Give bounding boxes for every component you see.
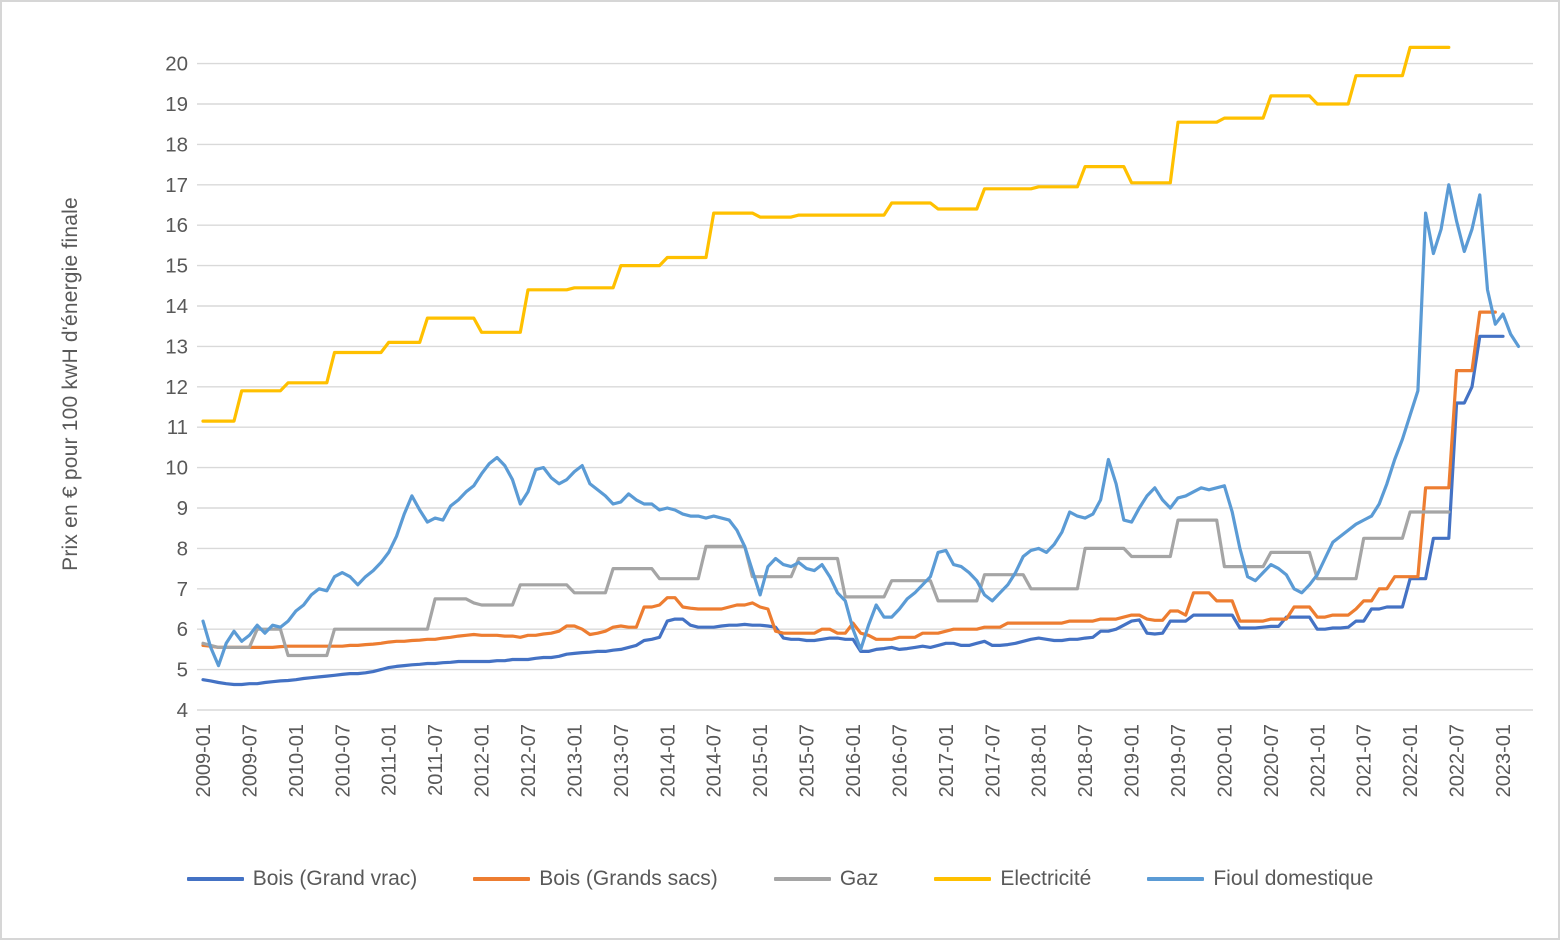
x-tick-label-2011-01: 2011-01 (379, 724, 401, 796)
x-tick-label-2015-07: 2015-07 (797, 724, 819, 797)
x-tick-label-2017-01: 2017-01 (936, 724, 958, 797)
gridlines (197, 62, 1533, 711)
series-line-fioul-domestique (201, 183, 1521, 668)
y-tick-label-11: 11 (167, 416, 188, 439)
legend-label-bois-grands-sacs: Bois (Grands sacs) (539, 867, 718, 890)
y-axis-tick-labels: 4 5 6 7 8 9 10 11 12 13 14 15 16 17 18 19 20 (165, 53, 188, 722)
legend-label-gaz: Gaz (839, 867, 879, 890)
y-tick-label-12: 12 (165, 376, 188, 399)
x-tick-label-2013-07: 2013-07 (611, 724, 633, 797)
x-tick-label-2019-07: 2019-07 (1168, 724, 1190, 797)
x-tick-label-2023-01: 2023-01 (1493, 724, 1515, 797)
y-tick-label-20: 20 (165, 53, 188, 76)
legend-item-bois-grand-vrac: Bois (Grand vrac) (186, 867, 418, 891)
y-tick-label-18: 18 (165, 133, 188, 156)
legend-marker-fioul-domestique (1147, 877, 1205, 881)
legend-marker-electricit (934, 877, 992, 881)
legend-label-electricit: Electricité (1000, 867, 1092, 890)
x-tick-label-2015-01: 2015-01 (750, 724, 772, 797)
x-tick-label-2020-01: 2020-01 (1214, 724, 1236, 797)
y-tick-label-10: 10 (165, 457, 188, 480)
series-line-gaz (201, 510, 1451, 658)
legend-item-fioul-domestique: Fioul domestique (1147, 867, 1373, 891)
series-line-bois-grands-sacs (201, 310, 1497, 650)
x-tick-label-2013-01: 2013-01 (564, 724, 586, 797)
y-tick-label-7: 7 (177, 578, 188, 601)
y-tick-label-9: 9 (177, 497, 188, 520)
x-tick-label-2010-07: 2010-07 (332, 724, 354, 797)
x-tick-label-2018-01: 2018-01 (1029, 724, 1051, 797)
y-tick-label-14: 14 (165, 295, 188, 318)
x-tick-label-2016-01: 2016-01 (843, 724, 865, 797)
y-tick-label-8: 8 (177, 537, 188, 560)
x-tick-label-2020-07: 2020-07 (1261, 724, 1283, 797)
x-tick-label-2012-07: 2012-07 (518, 724, 540, 797)
x-tick-label-2021-07: 2021-07 (1354, 724, 1376, 797)
x-axis-tick-labels: 2009-01 2009-07 2010-01 2010-07 2011-01 2011-… (193, 724, 1515, 797)
series-line-electricit (201, 45, 1451, 423)
x-tick-label-2021-01: 2021-01 (1307, 724, 1329, 797)
x-tick-label-2009-07: 2009-07 (239, 724, 261, 797)
x-tick-label-2022-01: 2022-01 (1400, 724, 1422, 797)
x-tick-label-2022-07: 2022-07 (1447, 724, 1469, 797)
x-tick-label-2018-07: 2018-07 (1075, 724, 1097, 797)
legend-item-electricit: Electricité (934, 867, 1091, 891)
x-tick-label-2014-01: 2014-01 (657, 724, 679, 797)
y-tick-label-19: 19 (165, 93, 188, 116)
y-tick-label-6: 6 (177, 618, 188, 641)
legend-marker-bois-grands-sacs (473, 877, 531, 881)
y-tick-label-15: 15 (165, 255, 188, 278)
legend-item-bois-grands-sacs: Bois (Grands sacs) (473, 867, 718, 891)
legend-label-fioul-domestique: Fioul domestique (1213, 867, 1374, 890)
x-tick-label-2012-01: 2012-01 (472, 724, 494, 797)
x-tick-label-2017-07: 2017-07 (982, 724, 1004, 797)
x-tick-label-2009-01: 2009-01 (193, 724, 215, 797)
y-tick-label-16: 16 (165, 214, 188, 237)
legend-label-bois-grand-vrac: Bois (Grand vrac) (252, 867, 418, 890)
legend-marker-bois-grand-vrac (186, 877, 244, 881)
x-tick-label-2016-07: 2016-07 (889, 724, 911, 797)
legend-marker-gaz (773, 877, 831, 881)
x-tick-label-2019-01: 2019-01 (1122, 724, 1144, 797)
y-tick-label-5: 5 (177, 659, 188, 682)
chart-legend: Bois (Grand vrac) Bois (Grands sacs) Gaz El… (2, 857, 1558, 901)
y-tick-label-17: 17 (165, 174, 188, 197)
legend-item-gaz: Gaz (773, 867, 879, 891)
y-tick-label-4: 4 (177, 699, 188, 722)
x-tick-label-2014-07: 2014-07 (704, 724, 726, 797)
y-tick-label-13: 13 (165, 335, 188, 358)
x-tick-label-2011-07: 2011-07 (425, 724, 447, 796)
x-tick-label-2010-01: 2010-01 (286, 724, 308, 797)
series-lines (201, 45, 1521, 687)
